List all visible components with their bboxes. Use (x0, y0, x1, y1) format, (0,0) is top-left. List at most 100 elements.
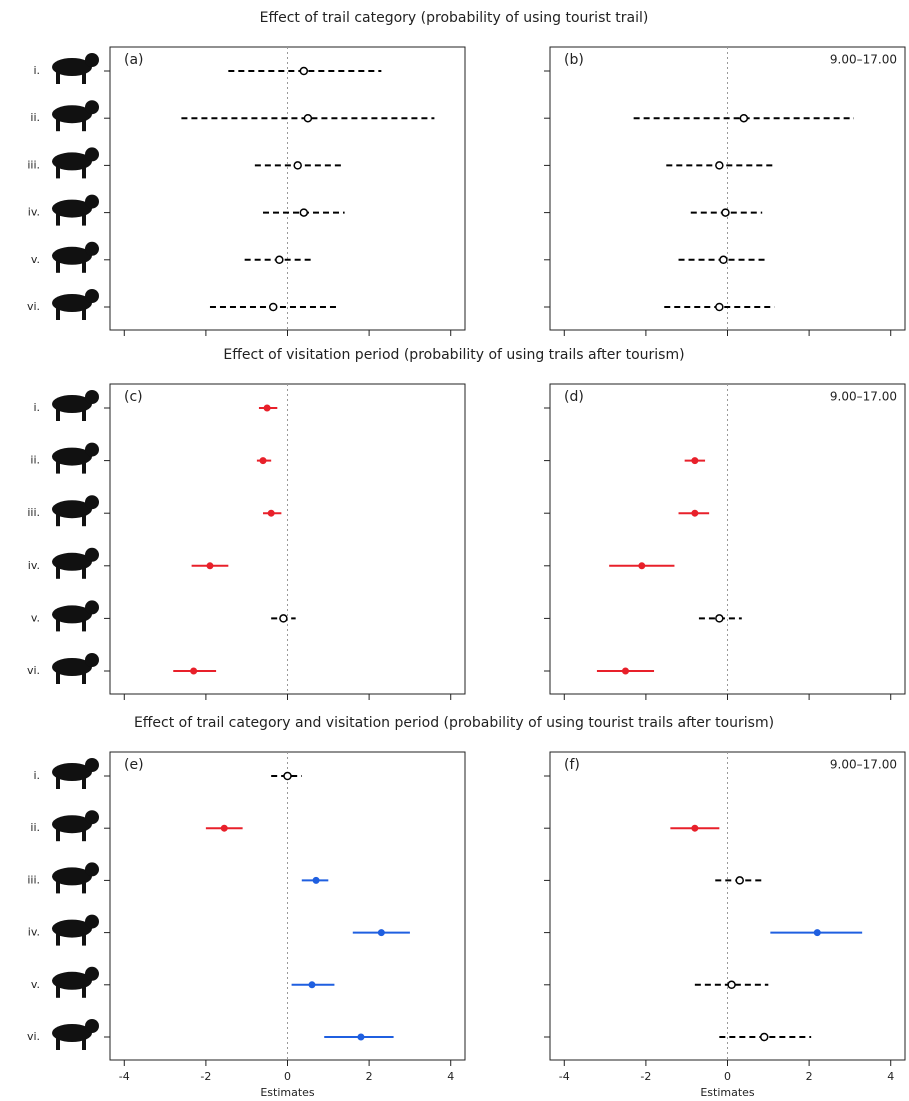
animal-icon (82, 829, 86, 842)
estimate-point (813, 929, 821, 937)
estimate-point (691, 824, 699, 832)
animal-icon (82, 985, 86, 998)
animal-icon (85, 194, 99, 209)
animal-icon (56, 72, 60, 84)
row-label: ii. (30, 111, 40, 124)
animal-icon (52, 58, 92, 76)
row-label: ii. (30, 454, 40, 467)
animal-icon (52, 552, 92, 571)
animal-icon (82, 881, 86, 894)
animal-icon (52, 500, 92, 519)
estimate-point (759, 1032, 769, 1042)
animal-icon (82, 213, 86, 226)
animal-icon (52, 294, 92, 312)
animal-icon (56, 213, 60, 226)
animal-icon (56, 985, 60, 998)
row-label: v. (31, 611, 40, 624)
animal-icon (56, 461, 60, 474)
animal-icon (82, 619, 86, 632)
animal-icon (56, 308, 60, 320)
estimate-point (638, 562, 646, 570)
animal-icon (82, 566, 86, 579)
animal-icon (52, 815, 92, 834)
animal-icon (85, 966, 99, 981)
panel-label: (e) (124, 757, 144, 773)
animal-icon (82, 119, 86, 132)
animal-icon (85, 390, 99, 404)
animal-icon (82, 777, 86, 789)
animal-icon (56, 119, 60, 132)
row-label: iii. (27, 506, 40, 519)
estimate-point (715, 161, 724, 170)
animal-icon (56, 166, 60, 179)
x-tick-label: 0 (284, 1070, 291, 1083)
row-label: i. (33, 401, 40, 414)
row-label: iv. (28, 559, 40, 572)
x-axis-label: Estimates (700, 1086, 755, 1099)
x-axis-label: Estimates (260, 1086, 315, 1099)
section-title: Effect of trail category and visitation … (134, 715, 774, 731)
animal-icon (82, 1038, 86, 1050)
animal-icon (85, 810, 99, 825)
animal-icon (56, 566, 60, 579)
section-title: Effect of visitation period (probability… (223, 347, 684, 363)
estimate-point (275, 255, 284, 265)
estimate-point (190, 667, 198, 675)
animal-icon (52, 971, 92, 990)
animal-icon (52, 152, 92, 171)
annotation: 9.00–17.00 (830, 758, 897, 772)
animal-icon (85, 758, 99, 772)
estimate-point (299, 208, 309, 217)
row-label: vi. (27, 1030, 40, 1043)
animal-icon (85, 147, 99, 162)
animal-icon (82, 72, 86, 84)
animal-icon (56, 881, 60, 894)
estimate-point (206, 562, 214, 570)
animal-icon (85, 862, 99, 877)
animal-icon (52, 199, 92, 218)
x-tick-label: -2 (200, 1070, 211, 1083)
estimate-point (267, 509, 275, 517)
animal-icon (56, 514, 60, 527)
animal-icon (56, 933, 60, 946)
x-tick-label: -4 (559, 1070, 570, 1083)
animal-icon (82, 260, 86, 273)
estimate-point (357, 1033, 365, 1041)
estimate-point (621, 667, 629, 675)
animal-icon (82, 514, 86, 527)
animal-icon (82, 933, 86, 946)
estimate-point (312, 876, 320, 884)
animal-icon (56, 672, 60, 684)
x-tick-label: 4 (447, 1070, 454, 1083)
estimate-point (293, 161, 302, 170)
animal-icon (85, 1019, 99, 1033)
row-label: v. (31, 253, 40, 266)
animal-icon (56, 829, 60, 842)
estimate-point (721, 208, 730, 217)
estimate-point (691, 457, 699, 465)
row-label: i. (33, 64, 40, 77)
animal-icon (82, 409, 86, 421)
estimate-point (299, 66, 309, 76)
animal-icon (85, 495, 99, 510)
animal-icon (56, 260, 60, 273)
x-tick-label: -2 (640, 1070, 651, 1083)
row-label: v. (31, 978, 40, 991)
estimate-point (735, 876, 744, 885)
animal-icon (85, 289, 99, 303)
animal-icon (56, 619, 60, 632)
animal-icon (52, 246, 92, 265)
estimate-point (727, 980, 736, 990)
panel-label: (f) (564, 757, 580, 773)
animal-icon (85, 53, 99, 67)
estimate-point (283, 771, 292, 781)
animal-icon (82, 166, 86, 179)
animal-icon (52, 867, 92, 886)
animal-icon (52, 658, 92, 676)
animal-icon (52, 605, 92, 624)
row-label: iv. (28, 926, 40, 939)
row-label: ii. (30, 821, 40, 834)
estimate-point (268, 302, 278, 312)
animal-icon (52, 447, 92, 466)
estimate-point (220, 824, 228, 832)
